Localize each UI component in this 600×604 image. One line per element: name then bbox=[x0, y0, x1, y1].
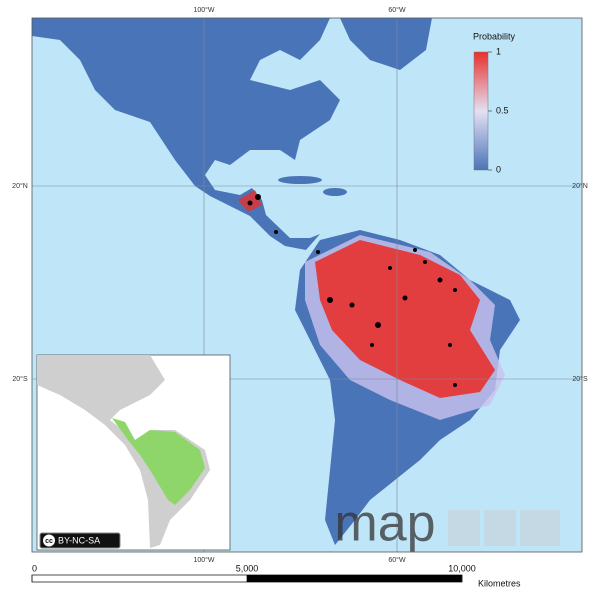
logo-tile bbox=[484, 510, 516, 546]
occurrence bbox=[388, 266, 392, 270]
occurrence bbox=[316, 250, 320, 254]
occurrence bbox=[349, 302, 355, 308]
cuba bbox=[278, 176, 322, 184]
graticule-label: 20°N bbox=[572, 182, 588, 190]
graticule-label: 60°W bbox=[388, 556, 406, 564]
logo-tile bbox=[520, 510, 560, 546]
occurrence-points bbox=[247, 194, 457, 387]
colorbar-tick-label: 0.5 bbox=[496, 105, 509, 115]
graticule-label: 20°S bbox=[12, 375, 28, 383]
scale-tick-label: 10,000 bbox=[448, 563, 476, 573]
occurrence bbox=[453, 288, 457, 292]
occurrence bbox=[370, 343, 374, 347]
map-body: map bbox=[32, 18, 582, 553]
scale-unit: Kilometres bbox=[478, 578, 521, 588]
colorbar bbox=[473, 51, 489, 171]
graticule-label: 20°N bbox=[12, 182, 28, 190]
occurrence bbox=[437, 277, 443, 283]
graticule-label: 100°W bbox=[193, 6, 214, 14]
graticule-label: 60°W bbox=[388, 6, 406, 14]
greenland bbox=[340, 18, 432, 70]
occurrence bbox=[448, 343, 452, 347]
inset-range bbox=[112, 418, 205, 505]
occurrence bbox=[274, 230, 278, 234]
inset-map bbox=[36, 354, 231, 551]
scale-segment bbox=[247, 575, 462, 582]
high-probability-area bbox=[315, 240, 495, 398]
graticule-label: 20°S bbox=[572, 375, 588, 383]
occurrence bbox=[423, 260, 427, 264]
scale-tick-label: 5,000 bbox=[236, 563, 259, 573]
occurrence bbox=[327, 297, 333, 303]
occurrence bbox=[453, 383, 457, 387]
occurrence bbox=[255, 194, 261, 200]
colorbar-tick-label: 1 bbox=[496, 46, 501, 56]
occurrence bbox=[413, 248, 417, 252]
scale-tick-label: 0 bbox=[32, 563, 37, 573]
logo-text: map bbox=[334, 495, 435, 553]
colorbar-tick-label: 0 bbox=[496, 164, 501, 174]
logo-tile bbox=[448, 510, 480, 546]
hispaniola bbox=[323, 188, 347, 196]
occurrence bbox=[402, 295, 408, 301]
cc-icon bbox=[43, 534, 55, 547]
occurrence bbox=[247, 200, 253, 206]
occurrence bbox=[375, 322, 381, 328]
graticule-label: 100°W bbox=[193, 556, 214, 564]
legend-title: Probability bbox=[473, 31, 516, 41]
map-frame bbox=[31, 17, 583, 553]
north-america bbox=[32, 18, 340, 250]
inset-land bbox=[37, 355, 210, 548]
cc-label: cc bbox=[45, 538, 53, 545]
license-text: BY-NC-SA bbox=[58, 535, 100, 545]
license-badge bbox=[39, 532, 121, 549]
